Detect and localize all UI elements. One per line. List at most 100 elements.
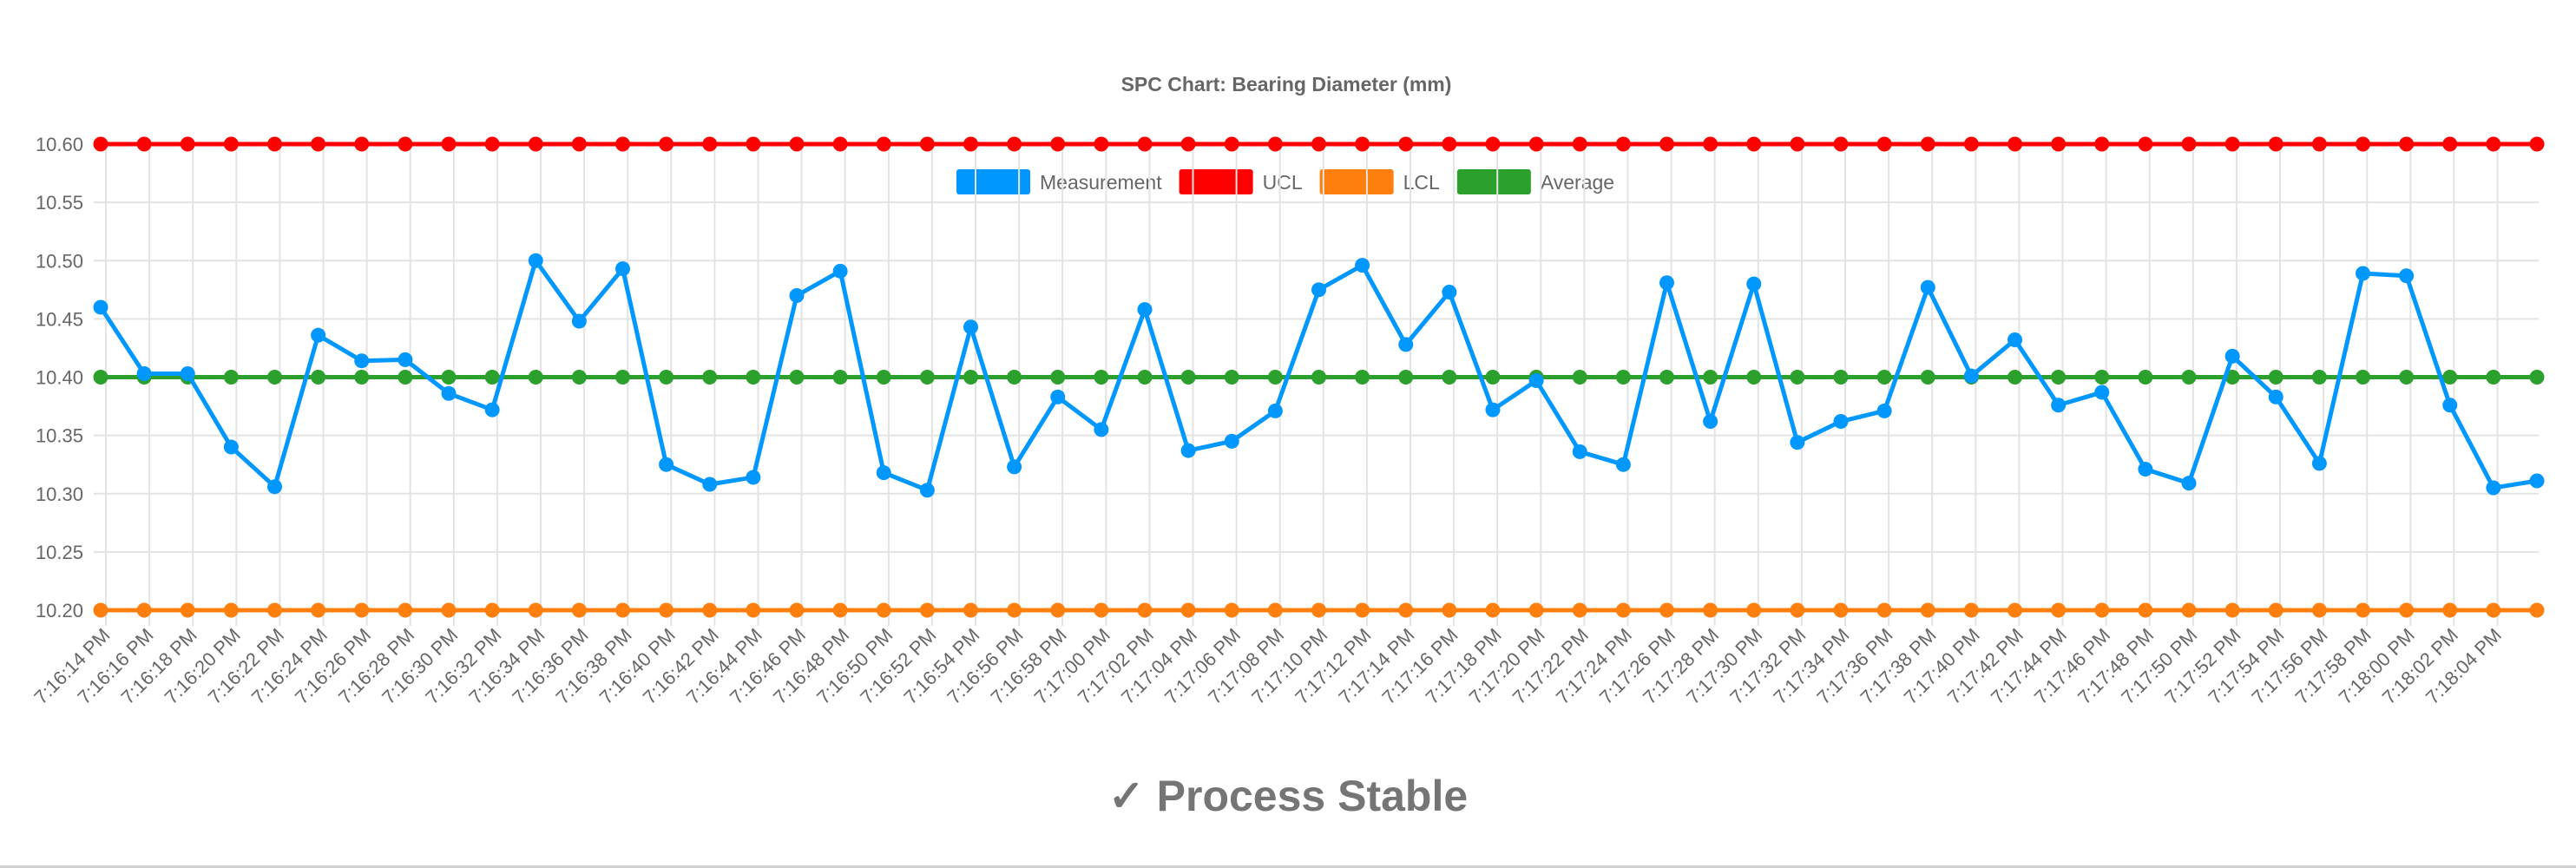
ucl-point (832, 136, 848, 152)
y-tick-label: 10.60 (36, 134, 83, 155)
ucl-point (1615, 136, 1631, 152)
lcl-point (1267, 602, 1283, 618)
legend-label-ucl: UCL (1263, 171, 1303, 194)
lcl-point (1659, 602, 1674, 618)
process-status: ✓ Process Stable (0, 771, 2576, 821)
y-tick-label: 10.20 (36, 600, 83, 621)
average-point (2094, 370, 2110, 385)
ucl-point (2051, 136, 2067, 152)
legend-label-lcl: LCL (1403, 171, 1440, 194)
average-point (2529, 370, 2545, 385)
average-point (1746, 370, 1762, 385)
ucl-point (659, 136, 674, 152)
measurement-point (615, 261, 630, 277)
measurement-point (1703, 414, 1718, 430)
average-point (1355, 370, 1370, 385)
lcl-point (1485, 602, 1501, 618)
legend-swatch-average (1456, 169, 1531, 194)
ucl-point (1267, 136, 1283, 152)
average-point (1659, 370, 1674, 385)
y-tick-label: 10.25 (36, 542, 83, 563)
ucl-point (1703, 136, 1718, 152)
ucl-point (1355, 136, 1370, 152)
lcl-point (1094, 602, 1109, 618)
ucl-point (484, 136, 500, 152)
ucl-point (963, 136, 978, 152)
ucl-point (136, 136, 152, 152)
lcl-point (311, 602, 326, 618)
ucl-point (1876, 136, 1892, 152)
average-point (2356, 370, 2370, 385)
ucl-point (2356, 136, 2370, 152)
status-label: Process Stable (1156, 772, 1469, 820)
average-point (1267, 370, 1283, 385)
lcl-point (2442, 602, 2458, 618)
lcl-point (1572, 602, 1587, 618)
measurement-point (659, 457, 674, 472)
measurement-point (1485, 402, 1501, 418)
y-axis: 10.60 10.55 10.50 10.45 10.40 10.35 10.30 10.25… (36, 134, 83, 621)
average-point (2181, 370, 2197, 385)
lcl-point (180, 602, 195, 618)
average-point (1790, 370, 1805, 385)
lcl-point (2486, 602, 2501, 618)
average-point (1920, 370, 1935, 385)
lcl-point (1224, 602, 1239, 618)
lcl-point (1007, 602, 1022, 618)
ucl-point (876, 136, 891, 152)
measurement-point (1833, 414, 1849, 430)
measurement-point (1920, 279, 1935, 295)
lcl-point (571, 602, 587, 618)
measurement-point (1528, 373, 1544, 389)
lcl-point (2399, 602, 2415, 618)
lcl-point (1311, 602, 1326, 618)
measurement-point (876, 465, 891, 481)
ucl-point (1833, 136, 1849, 152)
average-point (484, 370, 500, 385)
average-point (919, 370, 935, 385)
ucl-point (1746, 136, 1762, 152)
measurement-point (398, 352, 413, 367)
average-point (311, 370, 326, 385)
ucl-point (2399, 136, 2415, 152)
measurement-point (2486, 480, 2501, 496)
measurement-point (746, 470, 761, 485)
lcl-point (1746, 602, 1762, 618)
average-point (832, 370, 848, 385)
ucl-point (441, 136, 457, 152)
ucl-point (2486, 136, 2501, 152)
ucl-point (1050, 136, 1066, 152)
lcl-point (1528, 602, 1544, 618)
average-point (1703, 370, 1718, 385)
lcl-point (1876, 602, 1892, 618)
average-point (876, 370, 891, 385)
ucl-point (2311, 136, 2327, 152)
measurement-point (2442, 398, 2458, 413)
ucl-point (267, 136, 282, 152)
lcl-point (1137, 602, 1153, 618)
ucl-point (1572, 136, 1587, 152)
lcl-point (659, 602, 674, 618)
lcl-point (1790, 602, 1805, 618)
measurement-point (2399, 268, 2415, 284)
lcl-point (1050, 602, 1066, 618)
ucl-point (702, 136, 718, 152)
measurement-point (2138, 462, 2153, 477)
y-tick-label: 10.35 (36, 425, 83, 447)
measurement-point (1790, 435, 1805, 450)
lcl-point (2311, 602, 2327, 618)
lcl-point (1963, 602, 1979, 618)
ucl-point (354, 136, 370, 152)
lcl-point (1180, 602, 1196, 618)
measurement-point (1094, 422, 1109, 437)
ucl-point (615, 136, 630, 152)
measurement-point (1007, 459, 1022, 475)
legend-swatch-ucl (1179, 169, 1253, 194)
ucl-point (93, 136, 108, 152)
ucl-point (2138, 136, 2153, 152)
measurement-point (2529, 473, 2545, 489)
lcl-point (2051, 602, 2067, 618)
divider (0, 865, 2576, 868)
lcl-point (832, 602, 848, 618)
